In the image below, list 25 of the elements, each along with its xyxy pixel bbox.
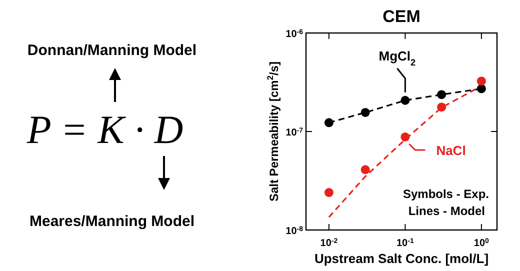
point (360, 108, 370, 117)
point (437, 90, 446, 100)
y-tick-label: 10$^{-8}$ (286, 226, 304, 237)
annotation: Symbols - Exp. (402, 187, 489, 201)
point (324, 118, 334, 128)
point (360, 165, 370, 174)
point (324, 188, 334, 198)
text: Meares/Manning Model (29, 213, 195, 230)
point (437, 102, 446, 112)
point (476, 76, 486, 86)
text: MgCl$_{2}$ (378, 48, 416, 68)
text: Donnan/Manning Model (27, 42, 197, 59)
x-tick-label: 10$^{-1}$ (396, 238, 414, 249)
x-tick-label: 10$^{-2}$ (320, 238, 338, 249)
point (400, 96, 410, 105)
legend-label: NaCl (436, 142, 466, 158)
annotation: Lines - Model (408, 204, 485, 218)
text: P = K · D (26, 107, 184, 152)
y-tick-label: 10$^{-6}$ (286, 28, 304, 40)
chart-title: CEM (382, 7, 420, 26)
x-tick-label: 10$^{0}$ (474, 238, 490, 249)
x-axis-title: Upstream Salt Conc. [mol/L] (314, 251, 489, 266)
point (400, 132, 410, 142)
y-tick-label: 10$^{-7}$ (286, 127, 304, 138)
point (476, 84, 486, 94)
